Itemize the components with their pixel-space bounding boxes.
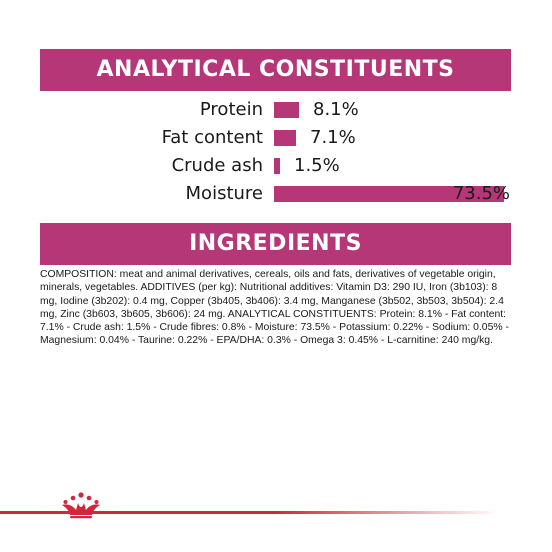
- composition-text: COMPOSITION: meat and animal derivatives…: [40, 269, 509, 347]
- constituent-bar: [274, 158, 280, 174]
- crown-icon: [62, 492, 100, 519]
- constituent-value: 7.1%: [310, 127, 356, 148]
- constituent-value: 8.1%: [313, 99, 359, 120]
- constituent-label: Fat content: [161, 127, 263, 148]
- footer-line: [0, 511, 500, 514]
- constituent-value: 1.5%: [294, 155, 340, 176]
- constituent-label: Protein: [199, 99, 263, 120]
- constituent-bar: [274, 130, 296, 146]
- constituent-row-fat-content: Fat content 7.1%: [0, 124, 552, 152]
- constituent-bar: [274, 102, 299, 118]
- constituent-label: Moisture: [185, 183, 263, 204]
- constituent-bar: [274, 186, 504, 202]
- analytical-constituents-heading: ANALYTICAL CONSTITUENTS: [40, 49, 511, 91]
- constituent-row-moisture: Moisture 73.5%: [0, 180, 552, 208]
- constituent-label: Crude ash: [171, 155, 263, 176]
- constituent-row-crude-ash: Crude ash 1.5%: [0, 152, 552, 180]
- ingredients-heading: INGREDIENTS: [40, 223, 511, 265]
- constituent-row-protein: Protein 8.1%: [0, 96, 552, 124]
- constituent-value: 73.5%: [452, 183, 510, 204]
